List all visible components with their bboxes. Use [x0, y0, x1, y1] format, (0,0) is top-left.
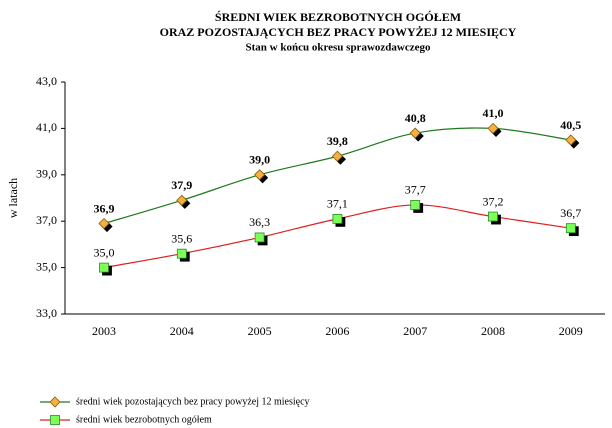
x-tick-label: 2008	[481, 324, 505, 338]
data-label: 40,5	[560, 118, 581, 132]
data-label: 40,8	[405, 111, 426, 125]
marker	[332, 213, 343, 224]
data-label: 37,7	[405, 183, 426, 197]
marker	[331, 150, 343, 162]
marker	[410, 200, 421, 210]
legend-label: średni wiek bezrobotnych ogółem	[76, 414, 212, 425]
data-label: 35,0	[94, 245, 115, 259]
x-tick-label: 2009	[559, 324, 583, 338]
y-axis-label: w latach	[6, 178, 20, 218]
marker	[409, 127, 421, 139]
y-tick-label: 37,0	[36, 213, 57, 227]
chart-subtitle: Stan w końcu okresu sprawozdawczego	[246, 42, 431, 54]
x-tick-label: 2003	[92, 324, 116, 338]
data-label: 39,8	[327, 134, 348, 148]
marker	[98, 217, 110, 230]
data-label: 39,0	[249, 153, 270, 167]
marker	[565, 223, 576, 234]
marker	[254, 232, 265, 243]
data-label: 41,0	[483, 106, 504, 120]
marker	[487, 122, 499, 134]
x-tick-label: 2004	[170, 324, 194, 338]
marker	[176, 248, 187, 259]
data-label: 37,9	[171, 178, 192, 192]
x-tick-label: 2007	[403, 324, 427, 338]
y-tick-label: 33,0	[36, 306, 57, 320]
data-label: 36,9	[94, 201, 115, 215]
data-label: 36,7	[560, 206, 581, 220]
y-tick-label: 39,0	[36, 167, 57, 181]
data-label: 35,6	[171, 231, 192, 245]
chart-title: ORAZ POZOSTAJĄCYCH BEZ PRACY POWYŻEJ 12 …	[160, 25, 517, 39]
legend-marker	[49, 396, 61, 408]
chart-title: ŚREDNI WIEK BEZROBOTNYCH OGÓŁEM	[215, 10, 461, 24]
marker	[488, 211, 498, 222]
y-tick-label: 41,0	[36, 120, 57, 134]
data-label: 37,1	[327, 197, 348, 211]
x-tick-label: 2006	[325, 324, 349, 338]
y-tick-label: 35,0	[36, 259, 57, 273]
y-tick-label: 43,0	[36, 74, 57, 88]
x-tick-label: 2005	[248, 324, 272, 338]
data-label: 37,2	[483, 194, 504, 208]
data-label: 36,3	[249, 215, 270, 229]
legend-marker	[50, 415, 60, 425]
legend-label: średni wiek pozostających bez pracy powy…	[76, 396, 310, 407]
marker	[99, 262, 109, 273]
marker	[254, 169, 266, 181]
marker	[565, 134, 577, 146]
marker	[176, 194, 188, 206]
